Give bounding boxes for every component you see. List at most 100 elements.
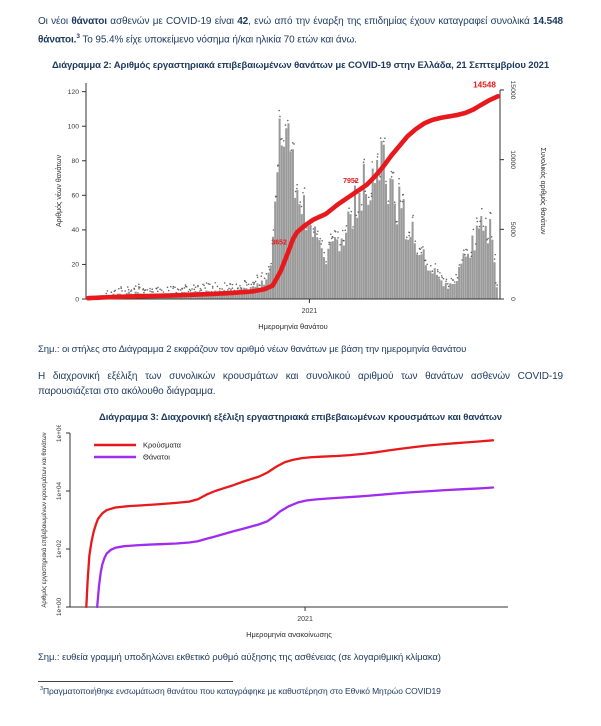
jitter-dot bbox=[279, 115, 281, 118]
daily-bar bbox=[362, 164, 365, 300]
jitter-dot bbox=[189, 290, 192, 292]
jitter-dot bbox=[482, 225, 485, 228]
jitter-dot bbox=[341, 230, 344, 232]
legend-label: Θάνατοι bbox=[143, 453, 170, 462]
jitter-dot bbox=[476, 221, 479, 223]
jitter-dot bbox=[277, 164, 279, 167]
jitter-dot bbox=[452, 279, 454, 281]
daily-bar bbox=[444, 283, 447, 300]
jitter-dot bbox=[152, 291, 154, 294]
log-axis-tick-label: 1e+00 bbox=[56, 598, 63, 617]
daily-bar bbox=[431, 273, 434, 300]
jitter-dot bbox=[181, 288, 184, 290]
x-axis-tick-label: 2021 bbox=[297, 616, 313, 623]
daily-bar bbox=[462, 253, 465, 300]
daily-bar bbox=[418, 255, 421, 300]
para1-text: Το 95.4% είχε υποκείμενο νόσημα ή/και ηλ… bbox=[79, 34, 357, 46]
daily-bar bbox=[475, 225, 478, 300]
daily-bar bbox=[309, 225, 312, 300]
jitter-dot bbox=[316, 233, 318, 236]
jitter-dot bbox=[296, 188, 298, 190]
jitter-dot bbox=[202, 283, 204, 286]
jitter-dot bbox=[160, 289, 163, 292]
diagram2-chart: 0 20 40 60 80 100 120 0 5000 10000 15000 2021 Ημερομ… bbox=[52, 73, 601, 338]
jitter-dot bbox=[329, 233, 332, 236]
jitter-dot bbox=[339, 244, 341, 246]
jitter-dot bbox=[450, 278, 453, 280]
left-axis-tick-label: 80 bbox=[71, 158, 79, 165]
jitter-dot bbox=[352, 226, 354, 228]
right-axis-tick-label: 0 bbox=[509, 297, 516, 301]
jitter-dot bbox=[472, 228, 475, 231]
left-y-axis-label: Αριθμός νέων θανάτων bbox=[55, 155, 63, 227]
jitter-dot bbox=[323, 252, 325, 254]
jitter-dot bbox=[134, 285, 137, 288]
daily-bar bbox=[380, 141, 383, 300]
daily-bar bbox=[271, 237, 274, 300]
jitter-dot bbox=[267, 266, 270, 268]
daily-bar bbox=[285, 128, 288, 300]
jitter-dot bbox=[493, 258, 496, 261]
footnote-marker: 3 bbox=[40, 686, 43, 693]
daily-bar bbox=[320, 248, 323, 300]
daily-bar bbox=[400, 208, 403, 300]
daily-bar bbox=[373, 183, 376, 300]
jitter-dot bbox=[250, 283, 253, 286]
jitter-dot bbox=[458, 264, 461, 267]
jitter-dot bbox=[470, 255, 473, 258]
jitter-dot bbox=[385, 181, 387, 183]
daily-bar bbox=[486, 243, 489, 300]
jitter-dot bbox=[177, 289, 180, 291]
jitter-dot bbox=[197, 286, 199, 288]
jitter-dot bbox=[390, 176, 393, 178]
jitter-dot bbox=[434, 263, 437, 266]
jitter-dot bbox=[282, 140, 285, 142]
jitter-dot bbox=[299, 201, 302, 204]
daily-bar bbox=[360, 210, 363, 300]
daily-bar bbox=[351, 228, 354, 300]
cumulative-line-annotation: 14548 bbox=[473, 81, 496, 90]
right-axis-tick-label: 5000 bbox=[509, 222, 516, 237]
jitter-dot bbox=[408, 232, 411, 234]
jitter-dot bbox=[357, 211, 360, 214]
jitter-dot bbox=[120, 287, 122, 290]
jitter-dot bbox=[436, 269, 439, 271]
daily-bar bbox=[225, 293, 228, 300]
daily-bar bbox=[298, 204, 301, 300]
series-line-cases bbox=[85, 439, 495, 609]
daily-bar bbox=[371, 168, 374, 300]
daily-bar bbox=[376, 160, 379, 300]
jitter-dot bbox=[138, 283, 140, 286]
jitter-dot bbox=[370, 195, 373, 198]
jitter-dot bbox=[120, 286, 122, 289]
jitter-dot bbox=[172, 286, 175, 288]
footnote-separator bbox=[38, 681, 233, 683]
jitter-dot bbox=[431, 270, 434, 273]
jitter-dot bbox=[133, 287, 135, 290]
jitter-dot bbox=[302, 192, 304, 194]
daily-bar bbox=[391, 179, 394, 300]
jitter-dot bbox=[408, 235, 410, 237]
jitter-dot bbox=[438, 276, 440, 279]
jitter-dot bbox=[393, 201, 396, 204]
jitter-dot bbox=[481, 208, 483, 210]
jitter-dot bbox=[199, 288, 202, 290]
daily-bar bbox=[263, 285, 266, 300]
x-axis-label: Ημερομηνία ανακοίνωσης bbox=[246, 630, 332, 639]
jitter-dot bbox=[226, 285, 228, 287]
jitter-dot bbox=[379, 176, 381, 178]
diagram2-title: Διάγραμμα 2: Αριθμός εργαστηριακά επιβεβ… bbox=[51, 60, 550, 72]
jitter-dot bbox=[470, 251, 473, 254]
jitter-dot bbox=[437, 271, 439, 273]
jitter-dot bbox=[142, 289, 144, 291]
daily-bar bbox=[334, 237, 337, 300]
jitter-dot bbox=[281, 138, 283, 140]
footnote-reference: 3 bbox=[76, 33, 80, 40]
daily-bar bbox=[307, 226, 310, 300]
jitter-dot bbox=[172, 287, 174, 290]
jitter-dot bbox=[485, 217, 487, 220]
jitter-dot bbox=[370, 192, 373, 195]
para1-text: Οι νέοι bbox=[38, 16, 72, 27]
daily-bar bbox=[340, 238, 343, 300]
jitter-dot bbox=[284, 124, 287, 127]
